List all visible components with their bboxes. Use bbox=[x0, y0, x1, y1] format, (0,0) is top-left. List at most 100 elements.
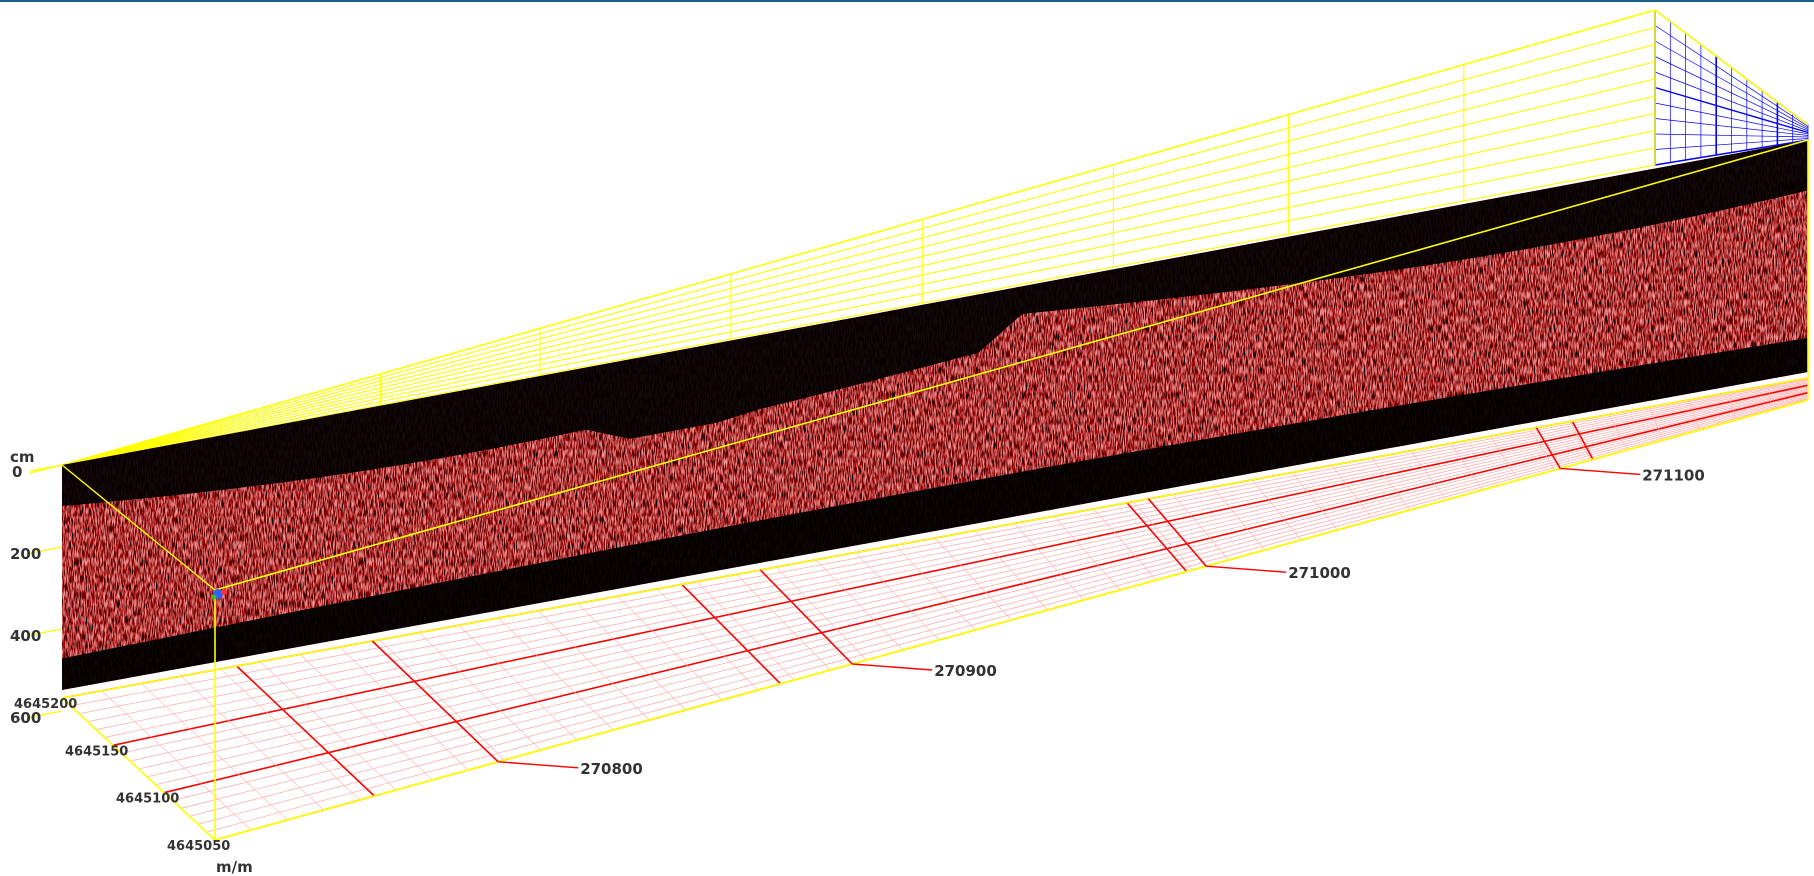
floor-grid-line bbox=[260, 661, 397, 791]
floor-grid-line bbox=[1490, 436, 1519, 481]
floor-grid-line bbox=[1688, 399, 1700, 431]
floor-grid-line bbox=[1252, 479, 1302, 541]
origin-marker-icon bbox=[211, 589, 227, 600]
easting-tick bbox=[1560, 467, 1641, 476]
floor-grid-line bbox=[1609, 414, 1628, 451]
floor-grid-line bbox=[1569, 421, 1592, 461]
floor-grid-line bbox=[1133, 501, 1193, 571]
floor-grid-line bbox=[1172, 494, 1229, 561]
easting-tick bbox=[498, 761, 579, 769]
floor-grid-line bbox=[1371, 457, 1410, 511]
depth-tick bbox=[29, 546, 63, 554]
floor-grid-line bbox=[1212, 486, 1266, 551]
floor-grid-major-line bbox=[1126, 502, 1188, 573]
frame-edge bbox=[61, 697, 216, 841]
floor-grid-line bbox=[974, 530, 1048, 611]
floor-grid-line bbox=[815, 559, 904, 651]
floor-grid-line bbox=[220, 668, 361, 801]
floor-grid-major-line bbox=[1571, 420, 1594, 460]
floor-grid-major-line bbox=[681, 583, 782, 685]
easting-grid-line bbox=[371, 640, 499, 763]
floor-grid-line bbox=[855, 552, 940, 641]
floor-grid-major-line bbox=[236, 665, 375, 797]
floor-grid-line bbox=[299, 654, 433, 781]
frame-line bbox=[61, 147, 1656, 466]
depth-tick-label: 600 bbox=[10, 709, 41, 727]
depth-ticks: 0 200 400 600 bbox=[10, 463, 63, 727]
depth-tick bbox=[29, 628, 63, 636]
floor-grid-line bbox=[379, 639, 505, 761]
floor-grid-line bbox=[696, 581, 795, 681]
easting-grid-line bbox=[1147, 498, 1207, 567]
depth-axis: cm bbox=[10, 448, 35, 466]
frame-edge bbox=[61, 9, 1656, 466]
frame-line bbox=[61, 95, 1656, 466]
easting-tick bbox=[852, 663, 933, 671]
floor-grid-line bbox=[736, 574, 831, 671]
floor-grid-line bbox=[1014, 523, 1085, 601]
floor-grid-line bbox=[1728, 392, 1736, 421]
depth-tick bbox=[29, 464, 63, 472]
floor-grid-line bbox=[458, 625, 578, 741]
floor-grid-line bbox=[934, 537, 1012, 621]
floor-grid-line bbox=[1648, 406, 1664, 441]
bounding-box-front bbox=[29, 139, 1809, 841]
marker-dot bbox=[211, 594, 217, 600]
floor-grid-line bbox=[498, 617, 614, 731]
floor-grid-line bbox=[1093, 508, 1157, 581]
frame-edge bbox=[61, 464, 216, 591]
floor-grid-line bbox=[617, 595, 723, 701]
easting-ticks: 270800 270900 271000 271100 bbox=[371, 427, 1705, 778]
frame-line bbox=[61, 61, 1656, 466]
floor-grid-line bbox=[180, 675, 324, 811]
floor-grid-line bbox=[1291, 472, 1338, 531]
floor-grid-line bbox=[1053, 515, 1121, 591]
frame-line bbox=[61, 164, 1656, 466]
window-top-rule bbox=[0, 0, 1814, 2]
frame-edge bbox=[214, 399, 1809, 841]
depth-tick bbox=[29, 710, 63, 718]
back-wall-grid bbox=[1654, 9, 1809, 166]
northing-tick-label: 4645200 bbox=[14, 697, 77, 712]
frame-edge bbox=[214, 139, 1809, 591]
floor-grid-line bbox=[895, 545, 976, 631]
depth-tick-label: 0 bbox=[12, 463, 22, 481]
floor-grid-line bbox=[1410, 450, 1447, 501]
floor-grid-line bbox=[418, 632, 542, 751]
easting-grid-line bbox=[759, 569, 853, 665]
floor-grid-line bbox=[1768, 385, 1773, 411]
floor-grid-line bbox=[339, 646, 469, 771]
frame-line bbox=[61, 26, 1656, 466]
frame-line bbox=[61, 112, 1656, 466]
bounding-box-top bbox=[61, 9, 1809, 466]
floor-grid-line bbox=[1331, 465, 1374, 521]
floor-grid-line bbox=[1450, 443, 1483, 491]
northing-axis: m/m bbox=[216, 858, 253, 876]
easting-tick-label: 271000 bbox=[1288, 564, 1351, 582]
northing-ticks: 4645200 4645150 4645100 4645050 bbox=[14, 697, 230, 854]
floor-grid bbox=[61, 377, 1809, 841]
floor-grid-line bbox=[1529, 428, 1555, 471]
frame-line bbox=[61, 130, 1656, 466]
floor-grid-line bbox=[577, 603, 686, 711]
easting-tick-label: 271100 bbox=[1642, 466, 1705, 484]
depth-tick-label: 400 bbox=[10, 627, 41, 645]
marker-dot bbox=[221, 589, 227, 595]
northing-tick-label: 4645150 bbox=[65, 744, 128, 759]
floor-grid-line bbox=[101, 690, 252, 831]
frame-edge bbox=[61, 377, 1809, 699]
floor-grid-line bbox=[537, 610, 650, 721]
easting-tick-label: 270800 bbox=[580, 760, 643, 778]
frame-line bbox=[61, 78, 1656, 466]
northing-tick-label: 4645100 bbox=[116, 792, 179, 807]
depth-tick-label: 200 bbox=[10, 545, 41, 563]
depth-unit-label: cm bbox=[10, 448, 35, 466]
frame-line bbox=[61, 43, 1656, 466]
northing-unit-label: m/m bbox=[216, 858, 253, 876]
floor-grid-line bbox=[776, 566, 867, 661]
floor-grid-line bbox=[657, 588, 759, 691]
easting-tick bbox=[1206, 565, 1287, 573]
easting-grid-line bbox=[1535, 427, 1561, 469]
easting-tick-label: 270900 bbox=[934, 662, 997, 680]
